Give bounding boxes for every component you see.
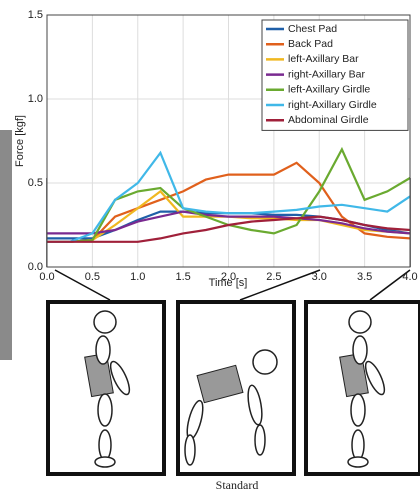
legend-label: left-Axillary Bar xyxy=(288,53,359,65)
y-axis-label: Force [kgf] xyxy=(14,115,26,167)
figure-bending xyxy=(184,350,277,465)
legend-label: Chest Pad xyxy=(288,23,337,35)
x-tick-label: 3.0 xyxy=(312,271,327,283)
legend-label: right-Axillary Girdle xyxy=(288,99,377,111)
x-tick-label: 2.0 xyxy=(221,271,236,283)
x-tick-label: 0.0 xyxy=(39,271,54,283)
legend-label: left-Axillary Girdle xyxy=(288,84,370,96)
y-tick-label: 1.5 xyxy=(28,9,43,21)
figure-standing xyxy=(85,311,133,467)
x-tick-label: 0.5 xyxy=(85,271,100,283)
x-tick-label: 2.5 xyxy=(266,271,281,283)
y-tick-label: 1.0 xyxy=(28,93,43,105)
legend-label: Back Pad xyxy=(288,38,333,50)
legend-label: right-Axillary Bar xyxy=(288,68,366,80)
x-tick-label: 3.5 xyxy=(357,271,372,283)
photo-strip xyxy=(0,130,12,360)
x-tick-label: 1.5 xyxy=(175,271,190,283)
legend-label: Abdominal Girdle xyxy=(288,114,369,126)
figure: Standard Force [kgf] Time [s] 0.00.51.01… xyxy=(0,0,420,494)
caption: Standard xyxy=(216,478,259,492)
y-tick-label: 0.5 xyxy=(28,177,43,189)
x-tick-label: 4.0 xyxy=(402,271,417,283)
x-tick-label: 1.0 xyxy=(130,271,145,283)
figure-standing-2 xyxy=(340,311,388,467)
